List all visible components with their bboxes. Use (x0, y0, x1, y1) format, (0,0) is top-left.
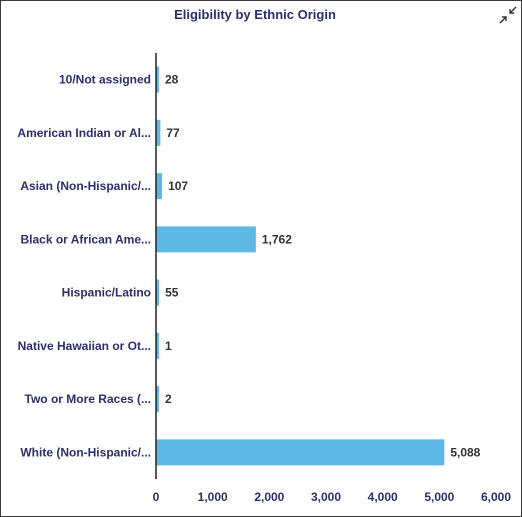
category-label: White (Non-Hispanic/... (20, 445, 151, 459)
bar[interactable] (156, 226, 256, 253)
category-label: Asian (Non-Hispanic/... (20, 179, 151, 193)
category-label: American Indian or Al... (17, 126, 151, 140)
data-label: 1 (165, 339, 172, 353)
bar[interactable] (156, 279, 160, 306)
category-label: 10/Not assigned (59, 73, 151, 87)
category-label: Black or African Ame... (21, 232, 152, 246)
bar[interactable] (156, 386, 159, 413)
x-tick-label: 6,000 (481, 490, 511, 504)
x-tick-label: 2,000 (254, 490, 284, 504)
data-label: 55 (165, 286, 179, 300)
category-label: Native Hawaiian or Ot... (18, 339, 151, 353)
data-label: 107 (168, 179, 188, 193)
chart-title: Eligibility by Ethnic Origin (174, 7, 336, 22)
bar[interactable] (156, 66, 159, 93)
collapse-arrows-icon[interactable] (498, 5, 518, 25)
category-label: Two or More Races (... (25, 392, 151, 406)
bar[interactable] (156, 173, 163, 200)
bar[interactable] (156, 119, 161, 146)
category-label: Hispanic/Latino (62, 286, 151, 300)
bar[interactable] (156, 332, 159, 359)
x-tick-label: 1,000 (198, 490, 228, 504)
data-label: 28 (165, 73, 179, 87)
x-tick-label: 5,000 (424, 490, 454, 504)
bar[interactable] (156, 439, 445, 466)
data-label: 77 (166, 126, 180, 140)
data-label: 1,762 (262, 232, 292, 246)
data-label: 2 (165, 392, 172, 406)
x-tick-label: 4,000 (368, 490, 398, 504)
data-label: 5,088 (450, 445, 480, 459)
x-tick-label: 3,000 (311, 490, 341, 504)
x-tick-label: 0 (153, 490, 160, 504)
